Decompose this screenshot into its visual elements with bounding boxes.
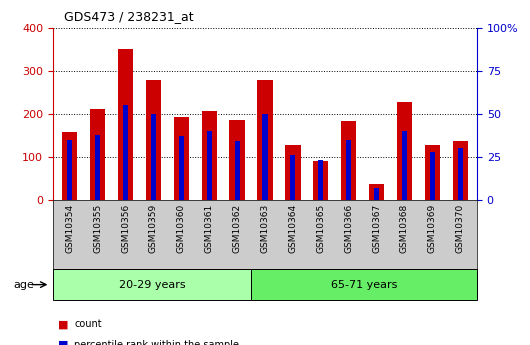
Text: GSM10368: GSM10368 <box>400 204 409 253</box>
Text: GSM10370: GSM10370 <box>456 204 465 253</box>
Text: count: count <box>74 319 102 329</box>
Bar <box>262 114 268 200</box>
Bar <box>346 140 351 200</box>
Bar <box>229 120 245 200</box>
Bar <box>62 132 77 200</box>
Bar <box>374 188 379 200</box>
Bar <box>251 269 477 300</box>
Text: GSM10369: GSM10369 <box>428 204 437 253</box>
Text: GSM10356: GSM10356 <box>121 204 130 253</box>
Text: GSM10366: GSM10366 <box>344 204 353 253</box>
Bar <box>118 49 133 200</box>
Bar <box>425 145 440 200</box>
Text: GSM10360: GSM10360 <box>177 204 186 253</box>
Bar <box>90 109 105 200</box>
Text: percentile rank within the sample: percentile rank within the sample <box>74 340 239 345</box>
Text: GSM10361: GSM10361 <box>205 204 214 253</box>
Bar <box>319 160 323 200</box>
Bar <box>453 141 468 200</box>
Bar <box>174 117 189 200</box>
Bar <box>67 140 72 200</box>
Bar <box>146 80 161 200</box>
Text: age: age <box>13 280 34 289</box>
Bar <box>123 105 128 200</box>
Text: GSM10354: GSM10354 <box>65 204 74 253</box>
Text: GSM10364: GSM10364 <box>288 204 297 253</box>
Bar <box>458 148 463 200</box>
Bar <box>151 114 156 200</box>
Bar <box>179 136 184 200</box>
Bar <box>285 145 301 200</box>
Bar <box>207 131 211 200</box>
Text: ■: ■ <box>58 340 69 345</box>
Bar <box>430 152 435 200</box>
Text: GDS473 / 238231_at: GDS473 / 238231_at <box>64 10 193 23</box>
Bar <box>397 102 412 200</box>
Bar <box>95 135 100 200</box>
Text: GSM10367: GSM10367 <box>372 204 381 253</box>
Bar <box>201 111 217 200</box>
Bar <box>290 155 295 200</box>
Bar <box>402 131 407 200</box>
Text: 65-71 years: 65-71 years <box>331 280 397 289</box>
Bar <box>53 269 251 300</box>
Text: ■: ■ <box>58 319 69 329</box>
Text: GSM10365: GSM10365 <box>316 204 325 253</box>
Bar <box>258 80 272 200</box>
Bar <box>369 184 384 200</box>
Text: GSM10363: GSM10363 <box>261 204 269 253</box>
Bar <box>235 141 240 200</box>
Bar <box>341 121 356 200</box>
Text: 20-29 years: 20-29 years <box>119 280 186 289</box>
Text: GSM10355: GSM10355 <box>93 204 102 253</box>
Text: GSM10362: GSM10362 <box>233 204 242 253</box>
Bar <box>313 161 329 200</box>
Text: GSM10359: GSM10359 <box>149 204 158 253</box>
